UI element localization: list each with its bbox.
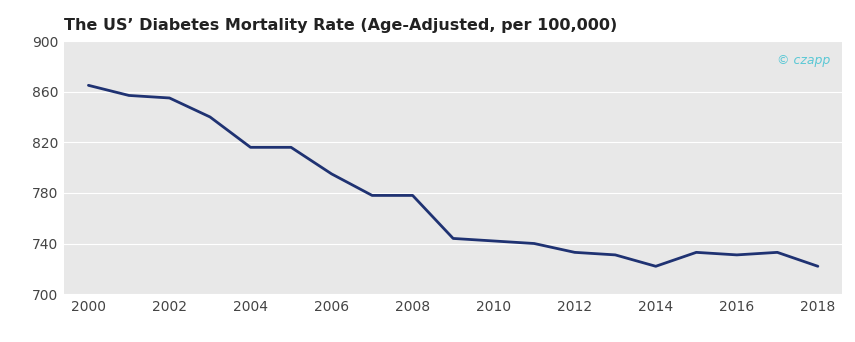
- Text: The US’ Diabetes Mortality Rate (Age-Adjusted, per 100,000): The US’ Diabetes Mortality Rate (Age-Adj…: [64, 18, 617, 33]
- Text: © czapp: © czapp: [777, 54, 830, 67]
